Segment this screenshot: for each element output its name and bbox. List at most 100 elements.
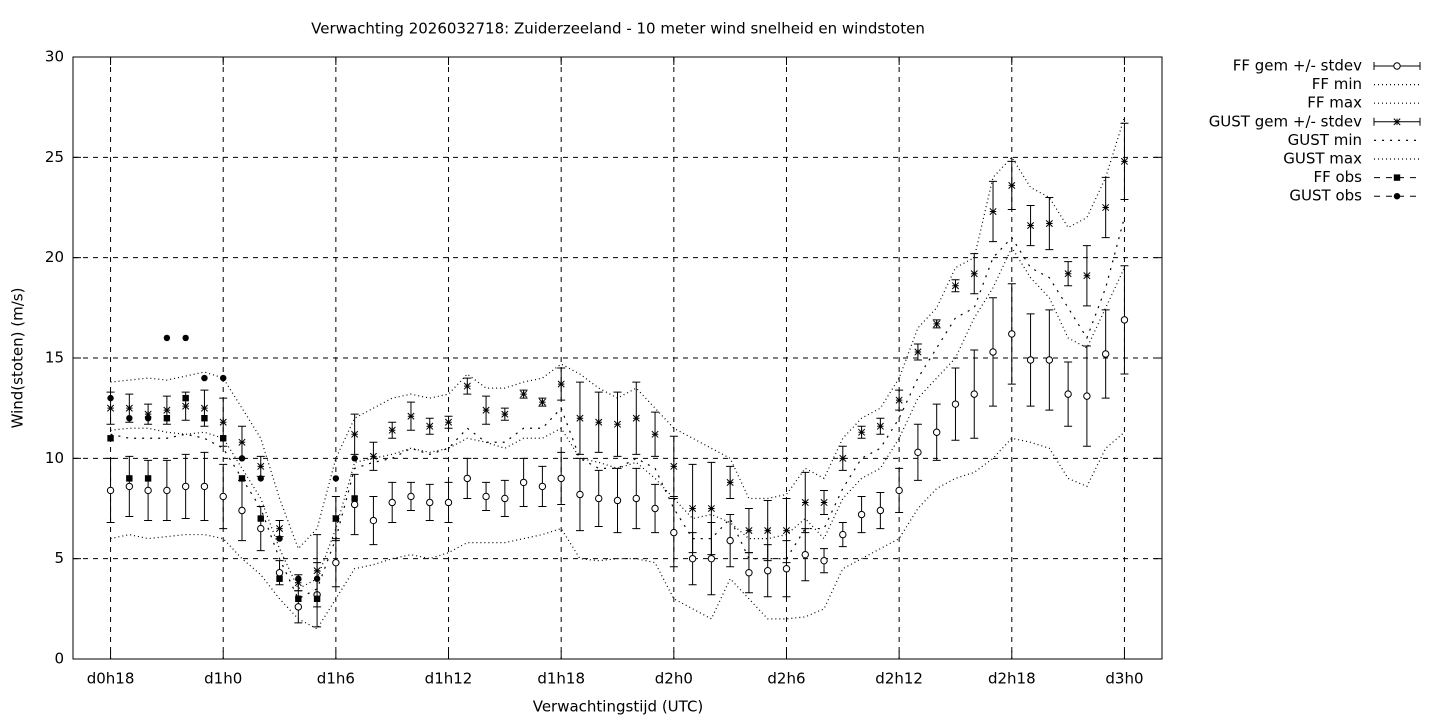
marker <box>801 498 809 507</box>
marker <box>745 569 753 577</box>
marker <box>1393 174 1401 181</box>
marker <box>670 528 678 537</box>
marker <box>857 510 866 519</box>
marker <box>538 398 546 406</box>
x-tick-label: d1h12 <box>425 670 473 688</box>
marker <box>163 415 171 422</box>
marker <box>557 380 565 388</box>
marker <box>125 404 133 412</box>
marker <box>201 415 208 422</box>
marker <box>651 430 659 438</box>
y-tick-label: 15 <box>45 349 64 367</box>
marker <box>313 567 321 575</box>
marker <box>557 474 565 483</box>
x-axis-label: Verwachtingstijd (UTC) <box>533 698 704 716</box>
marker <box>200 404 208 412</box>
marker <box>106 404 115 412</box>
marker <box>257 515 264 522</box>
marker <box>163 406 171 414</box>
marker <box>1083 272 1091 280</box>
marker <box>895 396 903 404</box>
marker <box>276 575 283 582</box>
x-tick-label: d1h0 <box>204 670 242 688</box>
marker <box>126 415 133 422</box>
marker <box>501 494 509 503</box>
marker <box>1064 270 1072 278</box>
marker <box>238 438 246 446</box>
series-line <box>110 117 1126 550</box>
marker <box>275 569 284 577</box>
marker <box>632 494 640 503</box>
y-axis-label: Wind(stoten) (m/s) <box>9 288 27 429</box>
legend-label: GUST gem +/- stdev <box>1209 112 1362 130</box>
x-tick-label: d1h6 <box>317 670 355 688</box>
marker <box>126 475 133 482</box>
marker <box>350 500 359 509</box>
marker <box>1045 219 1053 228</box>
legend-label: FF obs <box>1313 168 1362 186</box>
marker <box>426 422 434 430</box>
legend-label: GUST max <box>1283 150 1362 168</box>
marker <box>764 527 772 535</box>
marker <box>295 575 302 582</box>
marker <box>1083 392 1091 400</box>
x-tick-label: d2h18 <box>988 670 1036 688</box>
chart-title: Verwachting 2026032718: Zuiderzeeland - … <box>311 20 925 38</box>
marker <box>876 506 885 515</box>
x-tick-label: d0h18 <box>87 670 135 688</box>
marker <box>1008 330 1016 338</box>
plot-border <box>72 56 1163 660</box>
marker <box>407 492 415 501</box>
marker <box>670 462 678 470</box>
marker <box>181 482 190 491</box>
marker <box>144 475 152 482</box>
marker <box>538 482 547 491</box>
y-tick-label: 0 <box>54 650 64 668</box>
marker <box>463 382 471 390</box>
marker <box>876 422 884 430</box>
marker <box>726 478 734 486</box>
marker <box>519 478 528 487</box>
y-tick-label: 30 <box>45 48 64 66</box>
marker <box>820 556 828 565</box>
y-tick-label: 20 <box>45 248 64 266</box>
marker <box>444 418 453 426</box>
marker <box>407 412 415 420</box>
marker <box>144 410 152 418</box>
marker <box>1026 356 1035 364</box>
marker <box>238 455 246 462</box>
marker <box>1008 181 1016 189</box>
marker <box>1120 157 1129 165</box>
series-line <box>110 217 1126 600</box>
marker <box>858 428 866 436</box>
marker <box>970 390 978 398</box>
marker <box>351 455 358 462</box>
marker <box>632 414 640 422</box>
marker <box>1393 62 1401 70</box>
marker <box>276 535 283 542</box>
marker <box>1064 390 1072 398</box>
x-tick-label: d1h18 <box>537 670 585 688</box>
marker <box>933 320 941 328</box>
marker <box>201 374 208 382</box>
x-tick-label: d3h0 <box>1105 670 1143 688</box>
marker <box>764 567 772 575</box>
marker <box>1393 118 1401 126</box>
marker <box>839 454 847 462</box>
marker <box>1393 193 1401 200</box>
marker <box>125 482 134 491</box>
marker <box>482 492 490 501</box>
marker <box>106 486 115 495</box>
marker <box>257 524 265 533</box>
marker <box>220 435 227 442</box>
marker <box>501 410 509 418</box>
marker <box>182 402 190 410</box>
marker <box>163 486 171 495</box>
marker <box>257 462 265 470</box>
marker <box>745 527 753 535</box>
marker <box>219 492 227 501</box>
marker <box>313 575 321 582</box>
marker <box>275 525 284 533</box>
marker <box>613 420 622 428</box>
